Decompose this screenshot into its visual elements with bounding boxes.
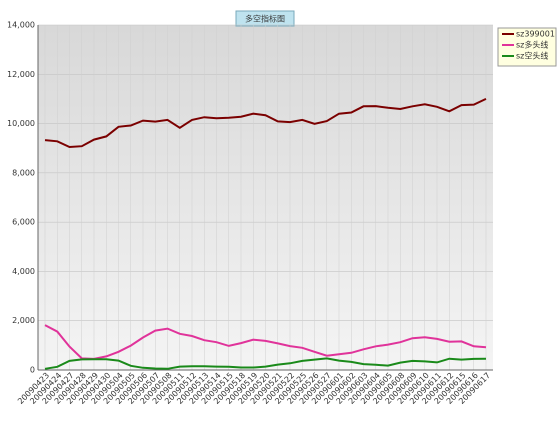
legend-label: sz多头线 — [516, 40, 548, 50]
legend-label: sz399001 — [516, 30, 555, 39]
y-tick-label: 12,000 — [7, 70, 35, 79]
y-tick-label: 4,000 — [12, 267, 35, 276]
legend-label: sz空头线 — [516, 51, 548, 61]
y-tick-label: 10,000 — [7, 119, 35, 128]
line — [44, 97, 487, 149]
y-tick-label: 8,000 — [12, 168, 35, 177]
line — [44, 357, 487, 370]
line — [44, 324, 487, 360]
y-tick-label: 6,000 — [12, 218, 35, 227]
chart-title: 多空指标图 — [245, 14, 285, 24]
y-tick-label: 0 — [30, 366, 35, 375]
y-tick-label: 14,000 — [7, 21, 35, 30]
y-tick-label: 2,000 — [12, 316, 35, 325]
title-box — [235, 10, 295, 27]
